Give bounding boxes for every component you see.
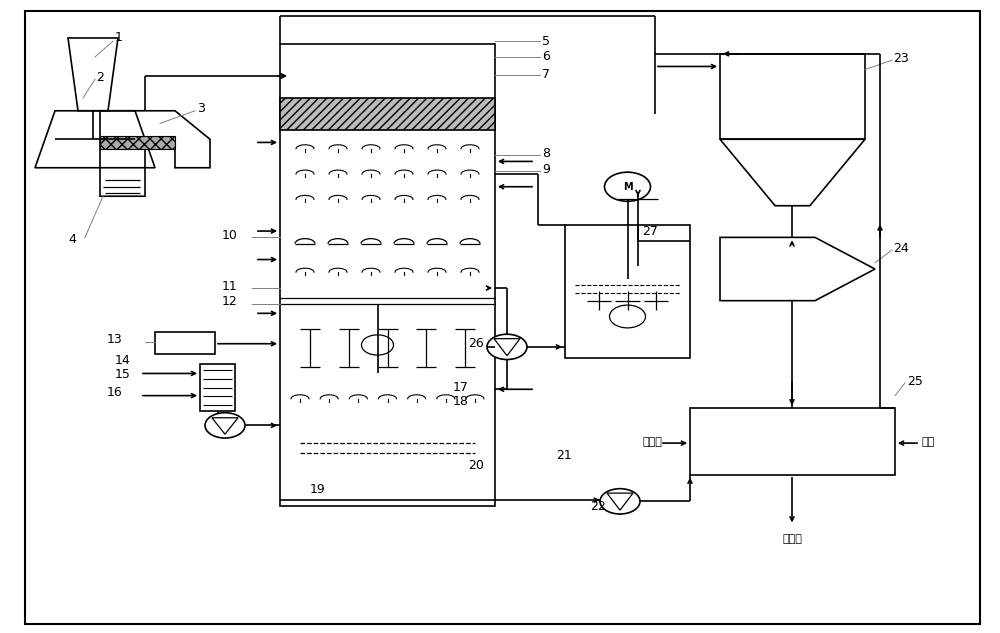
Text: 13: 13 — [107, 334, 123, 346]
Text: 27: 27 — [642, 225, 658, 237]
Text: 15: 15 — [115, 368, 131, 381]
Bar — [690, 408, 895, 475]
Text: M: M — [623, 182, 632, 192]
Text: 18: 18 — [453, 396, 469, 408]
Bar — [200, 364, 235, 411]
Text: 8: 8 — [542, 147, 550, 160]
Circle shape — [487, 334, 527, 360]
Text: 12: 12 — [222, 296, 238, 308]
Circle shape — [604, 172, 650, 201]
Bar — [565, 225, 690, 358]
Text: 23: 23 — [893, 52, 909, 65]
Text: 冷凝水: 冷凝水 — [642, 437, 662, 447]
Text: 14: 14 — [115, 354, 131, 367]
Text: 6: 6 — [542, 51, 550, 63]
Text: 26: 26 — [468, 337, 484, 349]
Text: 21: 21 — [556, 449, 572, 462]
Text: 5: 5 — [542, 35, 550, 47]
Circle shape — [205, 413, 245, 438]
Text: 25: 25 — [907, 375, 923, 387]
Polygon shape — [100, 136, 175, 149]
Bar — [280, 98, 495, 130]
Text: 蒸汽: 蒸汽 — [921, 437, 934, 447]
Text: 19: 19 — [310, 483, 326, 496]
Bar — [720, 54, 865, 139]
Text: 17: 17 — [453, 381, 469, 394]
Text: 硫酸铵: 硫酸铵 — [782, 534, 802, 544]
Text: 1: 1 — [115, 32, 123, 44]
Text: 9: 9 — [542, 163, 550, 175]
Text: 22: 22 — [590, 500, 606, 513]
Bar — [280, 44, 495, 506]
Text: 24: 24 — [893, 242, 909, 254]
Text: 2: 2 — [96, 71, 104, 84]
Text: 7: 7 — [542, 68, 550, 81]
Circle shape — [600, 489, 640, 514]
Text: 10: 10 — [222, 229, 238, 242]
Text: 20: 20 — [468, 459, 484, 472]
Text: 4: 4 — [68, 233, 76, 246]
Text: 11: 11 — [222, 280, 238, 292]
Text: 3: 3 — [197, 103, 205, 115]
Bar — [155, 332, 215, 354]
Text: 16: 16 — [107, 386, 123, 399]
